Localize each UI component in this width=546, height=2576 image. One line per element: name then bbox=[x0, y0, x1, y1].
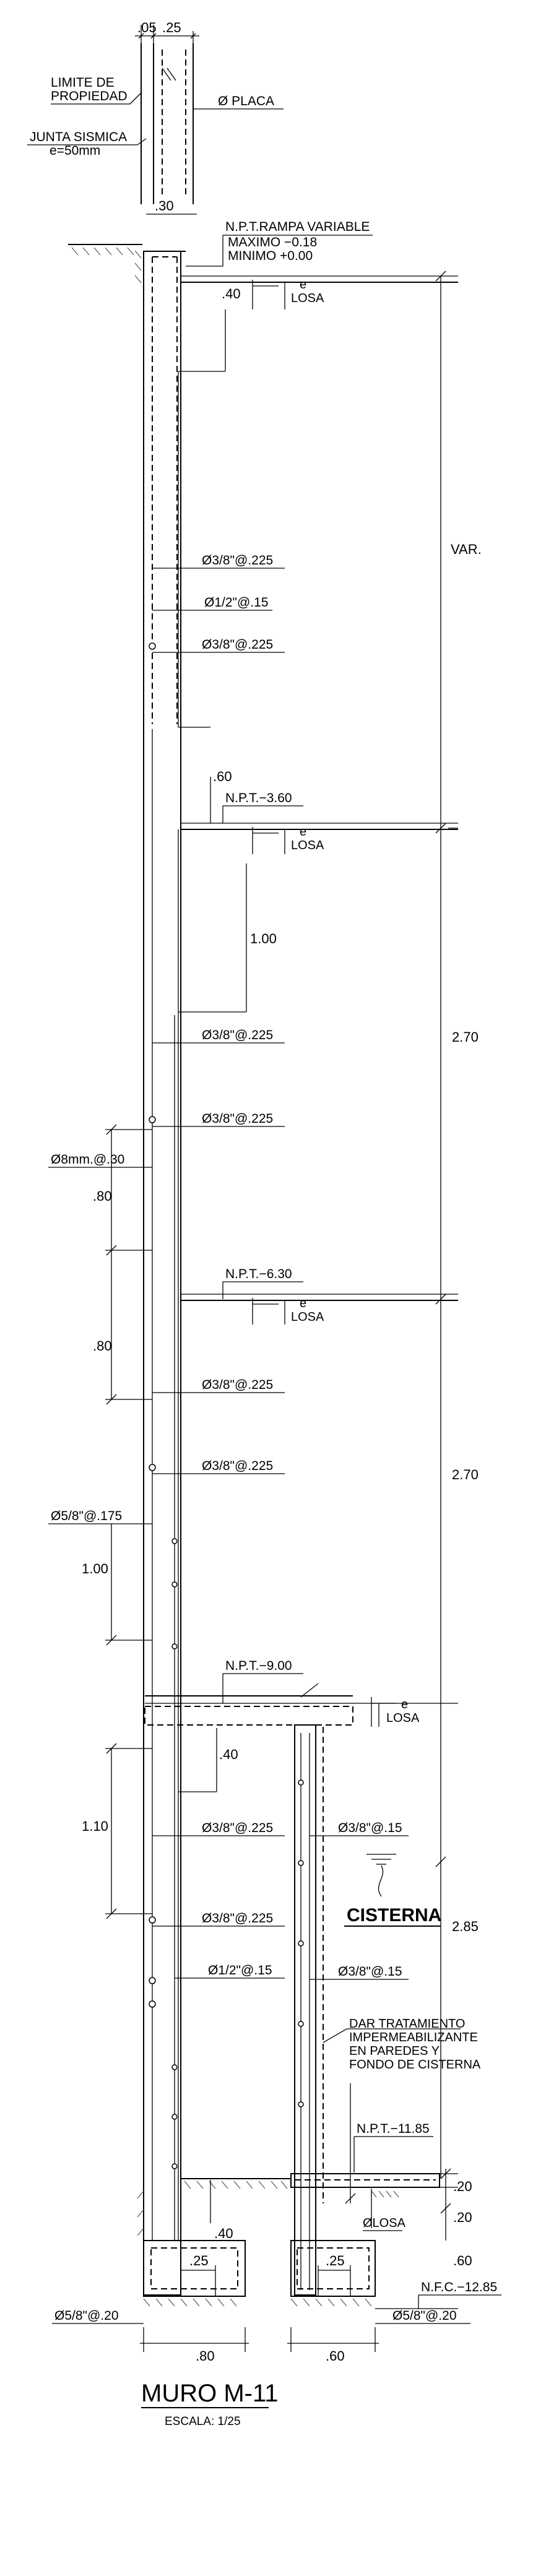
drawing-title: MURO M-11 bbox=[141, 2380, 278, 2407]
losa-label-1: LOSA bbox=[291, 292, 324, 305]
footing-left: .25 bbox=[143, 2240, 246, 2307]
rampa-title: N.P.T.RAMPA VARIABLE bbox=[225, 220, 370, 234]
footing-left-dim-25: .25 bbox=[189, 2253, 209, 2268]
rebar-labels-upper: Ø3/8"@.225 Ø1/2"@.15 Ø3/8"@.225 bbox=[152, 553, 285, 653]
rebar-dots bbox=[149, 642, 178, 2169]
main-wall bbox=[143, 251, 186, 2296]
dim-40-lower: .40 bbox=[214, 2226, 233, 2241]
foot-rebar-labels: Ø5/8"@.20 Ø5/8"@.20 bbox=[52, 2309, 470, 2324]
dim-60-inner: .60 bbox=[178, 727, 232, 823]
dim-100-inner: 1.00 bbox=[178, 863, 277, 1013]
left-dim-100: 1.00 bbox=[82, 1561, 108, 1576]
left-8mm-label: Ø8mm.@.30 bbox=[51, 1152, 124, 1167]
dim-20-b: .20 bbox=[453, 2210, 472, 2225]
cistern-note-4: FONDO DE CISTERNA bbox=[349, 2058, 481, 2072]
placa-label: Ø PLACA bbox=[218, 94, 274, 108]
ground-hatch-lower: .40 bbox=[137, 2178, 291, 2241]
rampa-max: MAXIMO −0.18 bbox=[228, 235, 317, 249]
losa-e-3: e bbox=[300, 1297, 306, 1310]
footing-right: .25 bbox=[290, 2240, 376, 2307]
left-58-label: Ø5/8"@.175 bbox=[51, 1509, 122, 1523]
top-dimension-group: .05 .25 bbox=[135, 20, 199, 43]
dim-25-label: .25 bbox=[162, 20, 181, 35]
npt-360: N.P.T.−3.60 bbox=[225, 791, 292, 805]
cistern-note-3: EN PAREDES Y bbox=[349, 2044, 440, 2058]
dim-40-middle: .40 bbox=[178, 1728, 238, 1792]
rebar-label-10: Ø1/2"@.15 bbox=[208, 1963, 272, 1977]
rebar-label-6: Ø3/8"@.225 bbox=[202, 1378, 273, 1392]
cistern-note-2: IMPERMEABILIZANTE bbox=[349, 2031, 478, 2044]
level-360: N.P.T.−3.60 e LOSA bbox=[181, 791, 458, 854]
losa-e-2: e bbox=[300, 825, 306, 839]
rebar-labels-middle: Ø3/8"@.225 Ø3/8"@.225 bbox=[152, 1028, 285, 1127]
dim-var: VAR. bbox=[451, 542, 482, 557]
dim-40-middle-label: .40 bbox=[219, 1747, 238, 1762]
rampa-min: MINIMO +0.00 bbox=[228, 249, 313, 263]
left-dims-middle: Ø5/8"@.175 1.00 1.10 bbox=[48, 1509, 152, 1919]
left-dims-upper: Ø8mm.@.30 .80 .80 bbox=[48, 1124, 152, 1405]
cistern-note-1: DAR TRATAMIENTO bbox=[349, 2017, 465, 2031]
left-dim-110: 1.10 bbox=[82, 1818, 108, 1834]
right-dimension-line: VAR. 2.70 2.70 bbox=[435, 270, 482, 1867]
nfc-1285: N.F.C.−12.85 bbox=[421, 2280, 497, 2294]
rebar-label-1: Ø3/8"@.225 bbox=[202, 553, 273, 568]
level-nfc: .60 N.F.C.−12.85 bbox=[375, 2253, 501, 2309]
footing-right-dim-25: .25 bbox=[326, 2253, 345, 2268]
dim-20-a: .20 bbox=[453, 2179, 472, 2194]
foot-rebar-right: Ø5/8"@.20 bbox=[392, 2309, 457, 2323]
rebar-label-3: Ø3/8"@.225 bbox=[202, 638, 273, 652]
npt-900: N.P.T.−9.00 bbox=[225, 1659, 292, 1673]
drawing-title-block: MURO M-11 ESCALA: 1/25 bbox=[141, 2380, 278, 2428]
bottom-dimensions: .80 .60 bbox=[140, 2327, 379, 2364]
cistern-annotations: Ø3/8"@.15 Ø3/8"@.15 CISTERNA DAR TRATAMI… bbox=[310, 1821, 481, 2179]
rebar-label-8: Ø3/8"@.225 bbox=[202, 1821, 273, 1835]
dim-40-upper-label: .40 bbox=[222, 286, 241, 301]
property-limit-label: LIMITE DE bbox=[51, 76, 115, 90]
upper-wall bbox=[141, 43, 194, 204]
losa-e-4: e bbox=[401, 1698, 408, 1711]
npt-630: N.P.T.−6.30 bbox=[225, 1267, 292, 1281]
dim-100-inner-label: 1.00 bbox=[250, 931, 277, 946]
dim-60-inner-label: .60 bbox=[213, 769, 232, 784]
property-limit-label-2: PROPIEDAD bbox=[51, 89, 128, 103]
losa-label-3: LOSA bbox=[291, 1310, 324, 1324]
dim-40-upper: .40 bbox=[178, 286, 241, 372]
drawing-scale: ESCALA: 1/25 bbox=[165, 2415, 241, 2428]
rebar-label-4: Ø3/8"@.225 bbox=[202, 1028, 273, 1042]
losa-label-2: LOSA bbox=[291, 839, 324, 852]
dim-285: 2.85 bbox=[452, 1919, 479, 1934]
dim-30-label: .30 bbox=[155, 198, 174, 214]
rebar-labels-lower: Ø3/8"@.225 Ø3/8"@.225 bbox=[152, 1378, 285, 1474]
dim-05-label: .05 bbox=[137, 20, 157, 35]
rebar-label-2: Ø1/2"@.15 bbox=[204, 595, 269, 610]
level-630: N.P.T.−6.30 e LOSA bbox=[181, 1267, 458, 1325]
losa-e-1: e bbox=[300, 278, 306, 292]
rebar-labels-deep: Ø3/8"@.225 Ø3/8"@.225 Ø1/2"@.15 bbox=[152, 1821, 285, 1979]
level-rampa: N.P.T.RAMPA VARIABLE MAXIMO −0.18 MINIMO… bbox=[181, 220, 458, 309]
seismic-joint-width: e=50mm bbox=[50, 144, 100, 158]
level-900: N.P.T.−9.00 e LOSA bbox=[144, 1659, 458, 1727]
seismic-joint-label: JUNTA SISMICA bbox=[30, 130, 127, 144]
slab-label: ØLOSA bbox=[363, 2216, 406, 2230]
ground-hatch-top bbox=[68, 244, 142, 283]
cistern-rebar-1: Ø3/8"@.15 bbox=[338, 1821, 402, 1835]
cistern-rebar-2: Ø3/8"@.15 bbox=[338, 1964, 402, 1979]
dim-270-b: 2.70 bbox=[452, 1467, 479, 1482]
cistern-wall bbox=[294, 1724, 324, 2296]
rebar-label-9: Ø3/8"@.225 bbox=[202, 1911, 273, 1926]
npt-1185: N.P.T.−11.85 bbox=[357, 2122, 430, 2136]
rebar-label-5: Ø3/8"@.225 bbox=[202, 1112, 273, 1126]
foot-rebar-left: Ø5/8"@.20 bbox=[54, 2309, 119, 2323]
cistern-title: CISTERNA bbox=[347, 1905, 441, 1926]
rebar-label-7: Ø3/8"@.225 bbox=[202, 1459, 273, 1473]
left-dim-80-a: .80 bbox=[93, 1188, 112, 1204]
dim-60-right: .60 bbox=[453, 2253, 472, 2268]
level-1185: N.P.T.−11.85 ØLOSA .20 .20 bbox=[290, 2083, 472, 2241]
left-dim-80-b: .80 bbox=[93, 1338, 112, 1354]
losa-label-4: LOSA bbox=[386, 1711, 420, 1725]
bottom-dim-80: .80 bbox=[196, 2348, 215, 2364]
bottom-dim-60: .60 bbox=[326, 2348, 345, 2364]
dim-270-a: 2.70 bbox=[452, 1029, 479, 1045]
